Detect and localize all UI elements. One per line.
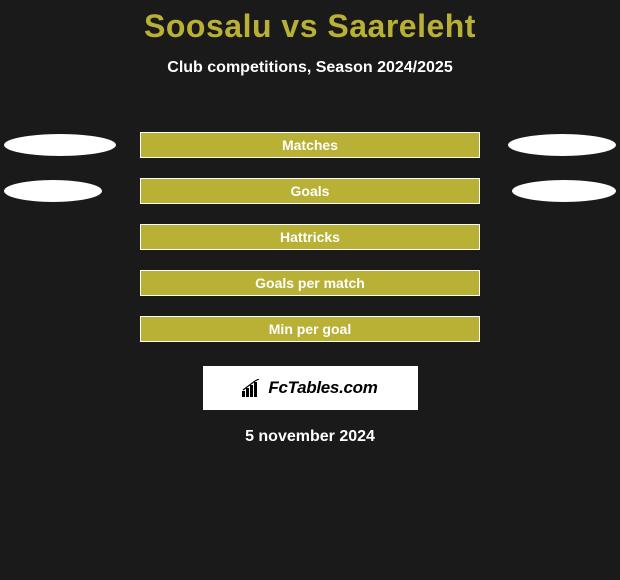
right-value-ellipse xyxy=(508,134,616,156)
brand-logo-inner: FcTables.com xyxy=(242,378,377,398)
metric-label: Hattricks xyxy=(141,229,479,245)
metric-bar: Matches xyxy=(140,132,480,158)
metric-row: Goals xyxy=(0,168,620,214)
metric-bar: Min per goal xyxy=(140,316,480,342)
metric-bar: Hattricks xyxy=(140,224,480,250)
right-value-ellipse xyxy=(512,180,616,202)
metric-label: Matches xyxy=(141,137,479,153)
brand-logo-text: FcTables.com xyxy=(268,378,377,398)
metric-row: Min per goal xyxy=(0,306,620,352)
brand-logo: FcTables.com xyxy=(203,366,418,410)
metric-row: Hattricks xyxy=(0,214,620,260)
metric-bar: Goals xyxy=(140,178,480,204)
left-value-ellipse xyxy=(4,180,102,202)
metrics-list: Matches Goals Hattricks Goals per match Min … xyxy=(0,122,620,352)
metric-bar: Goals per match xyxy=(140,270,480,296)
metric-row: Matches xyxy=(0,122,620,168)
left-value-ellipse xyxy=(4,134,116,156)
metric-label: Min per goal xyxy=(141,321,479,337)
metric-label: Goals xyxy=(141,183,479,199)
metric-row: Goals per match xyxy=(0,260,620,306)
bar-chart-icon xyxy=(242,379,264,397)
page-title: Soosalu vs Saareleht xyxy=(0,0,620,45)
comparison-container: Soosalu vs Saareleht Club competitions, … xyxy=(0,0,620,580)
footer-date: 5 november 2024 xyxy=(0,428,620,446)
page-subtitle: Club competitions, Season 2024/2025 xyxy=(0,59,620,77)
metric-label: Goals per match xyxy=(141,275,479,291)
